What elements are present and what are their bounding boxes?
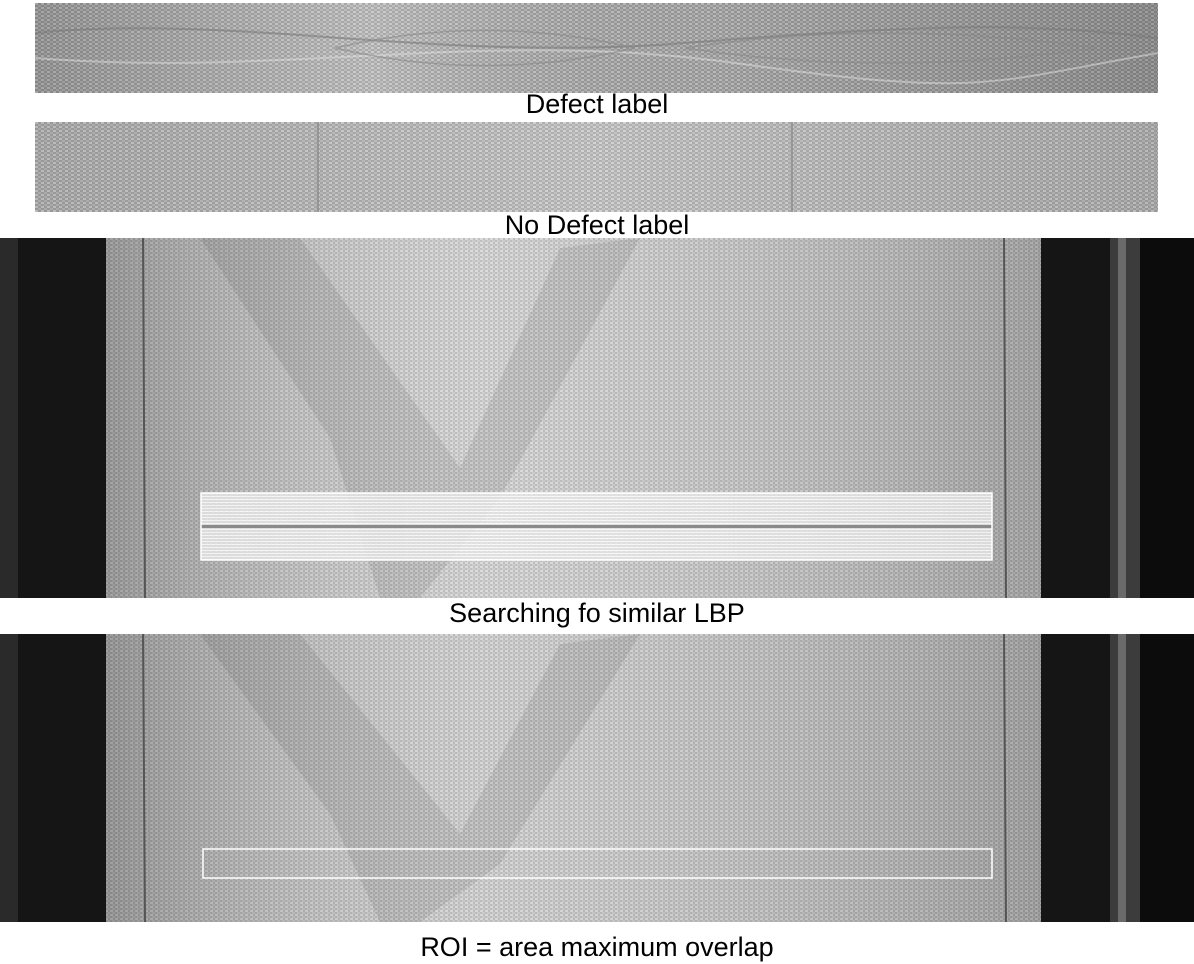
- roi-panel: [0, 634, 1194, 922]
- search-caption: Searching fo similar LBP: [449, 598, 745, 628]
- no-defect-label-caption: No Defect label: [504, 210, 690, 240]
- defect-label-caption: Defect label: [525, 89, 669, 119]
- search-lbp-panel: [0, 238, 1194, 598]
- defect-sample-strip: [35, 3, 1158, 93]
- no-defect-sample-strip: [35, 122, 1158, 212]
- roi-caption: ROI = area maximum overlap: [420, 932, 774, 962]
